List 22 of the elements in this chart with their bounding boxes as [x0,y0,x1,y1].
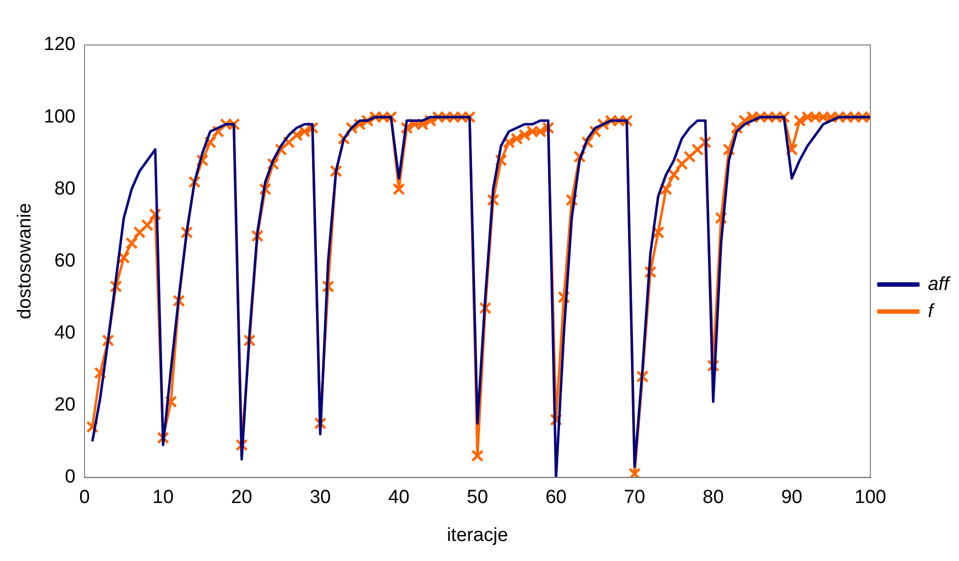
x-tick-label: 50 [466,487,488,508]
x-tick-label: 60 [545,487,567,508]
y-axis-title: dostosowanie [14,203,36,320]
x-tick-label: 40 [388,487,410,508]
y-tick-label: 100 [44,106,76,128]
y-tick-label: 0 [64,466,76,488]
x-tick-label: 10 [152,487,174,508]
legend-label: f [928,300,935,322]
x-tick-label: 70 [624,487,646,508]
y-tick-label: 60 [54,250,76,272]
y-tick-label: 80 [54,178,76,200]
x-tick-label: 80 [702,487,724,508]
x-tick-label: 20 [231,487,252,508]
legend-label: aff [928,274,951,295]
y-tick-label: 20 [54,394,76,416]
x-axis-title: iteracje [446,524,508,546]
x-tick-label: 90 [781,487,802,508]
x-tick-label: 100 [854,487,886,508]
y-tick-label: 120 [44,34,76,56]
x-tick-label: 0 [79,487,90,508]
y-tick-label: 40 [54,322,76,344]
x-tick-label: 30 [310,487,331,508]
